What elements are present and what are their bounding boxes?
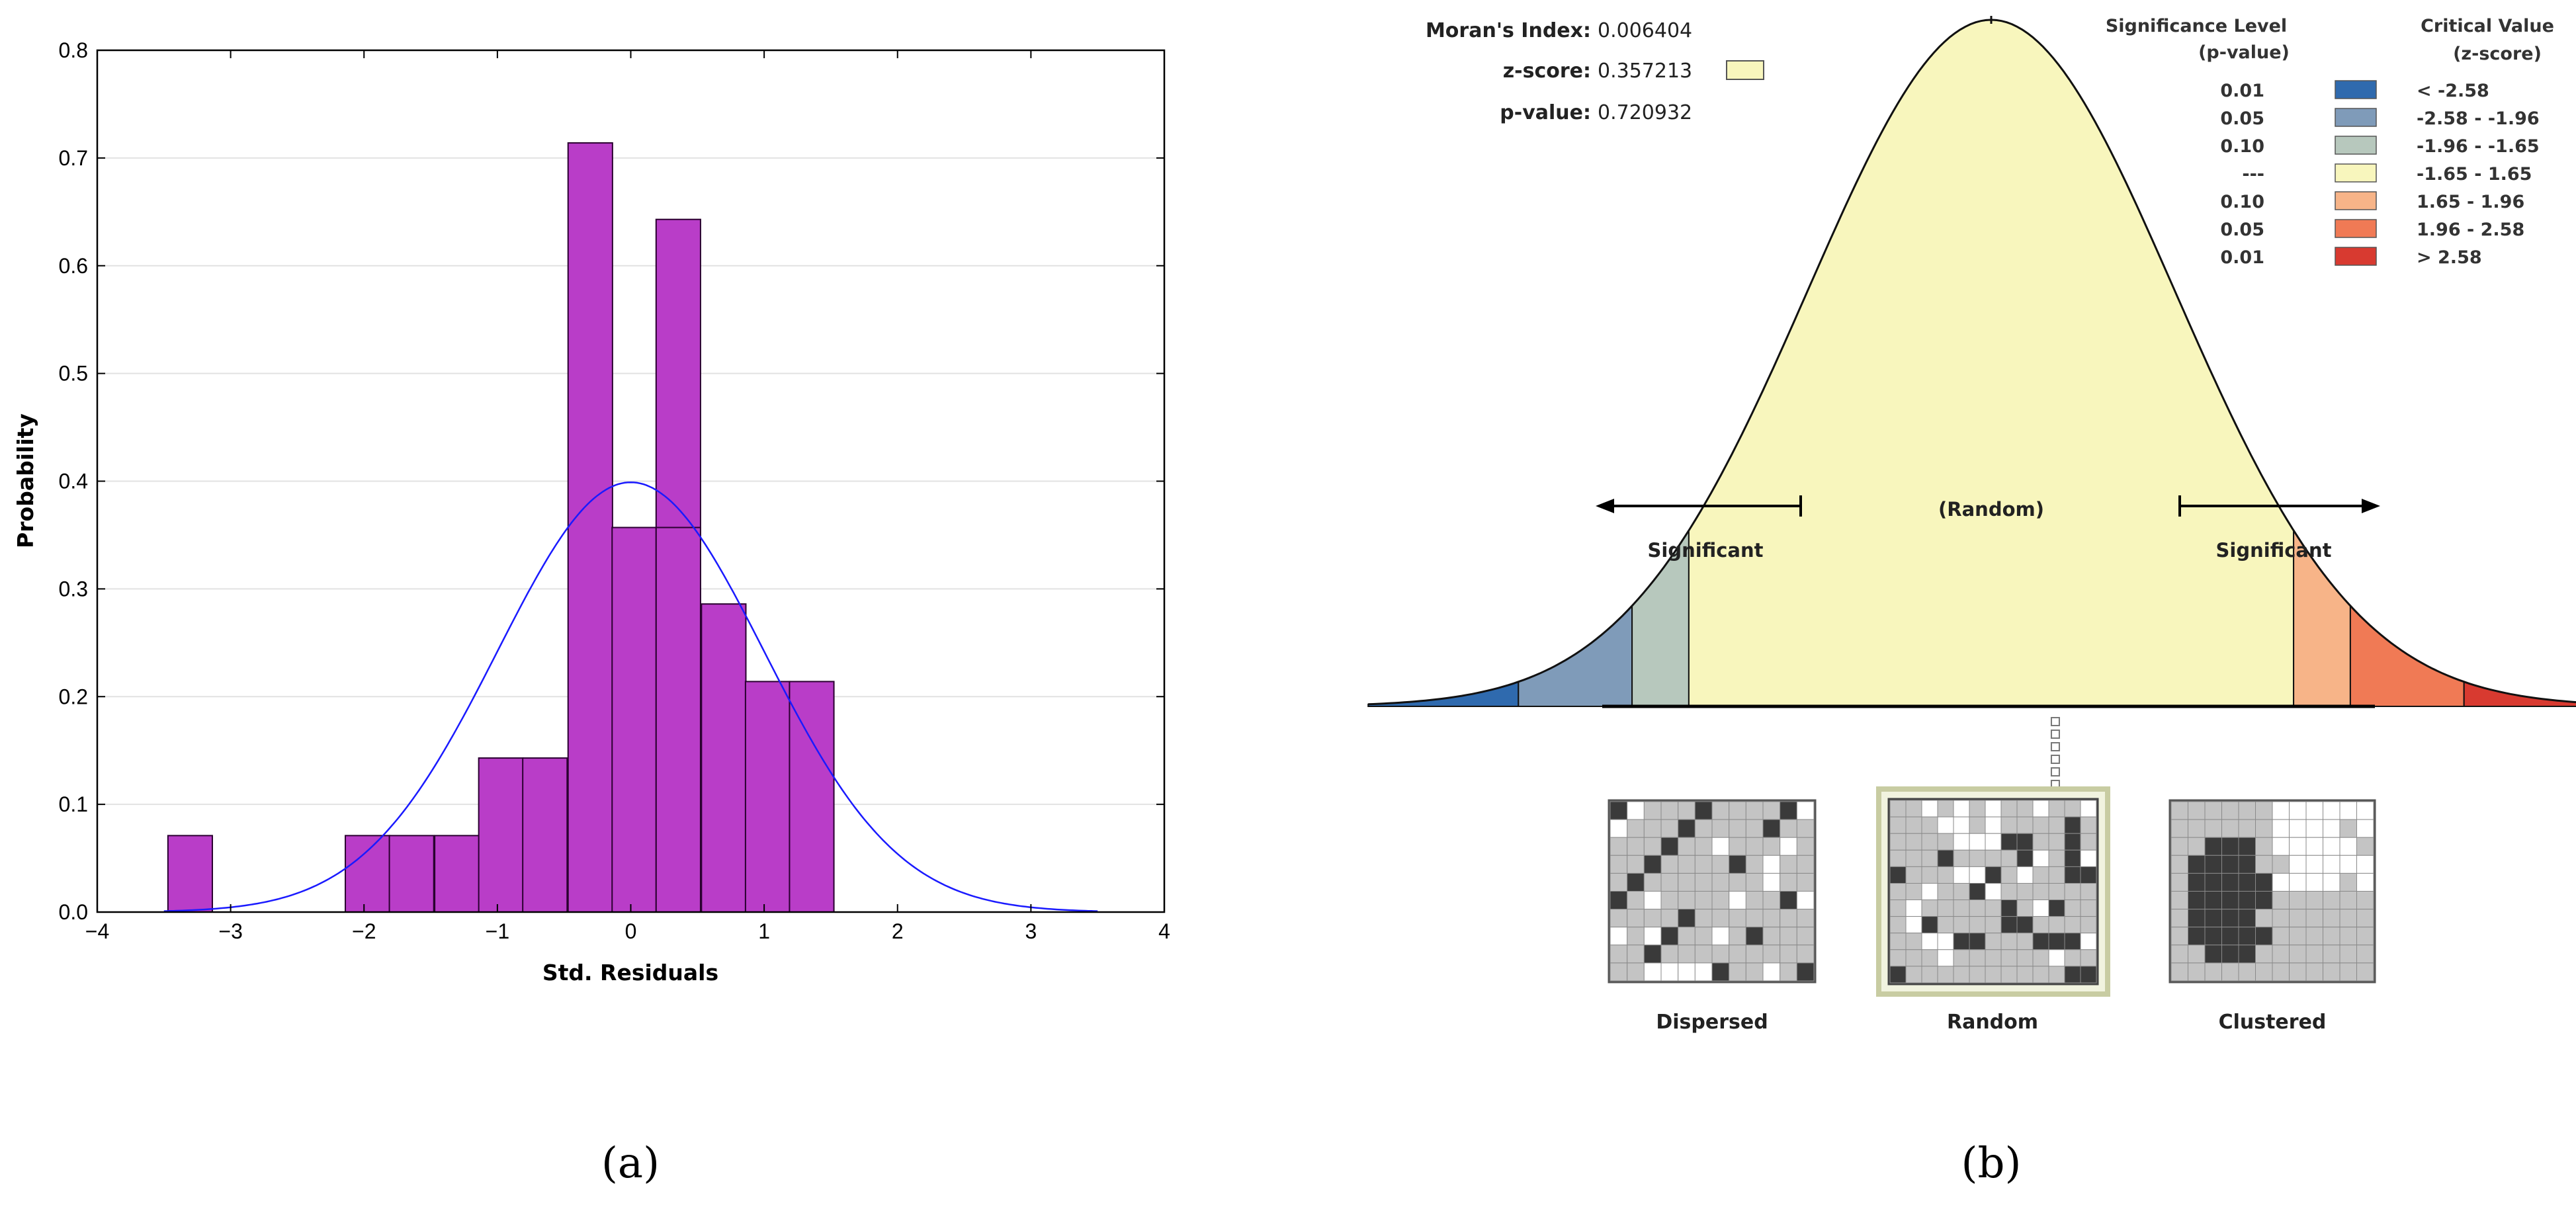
legend-row-zscore: > 2.58 <box>2417 247 2482 268</box>
map-dispersed: Dispersed <box>1608 799 1817 1034</box>
map-random: Random <box>1876 786 2110 1034</box>
legend-row-zscore: 1.96 - 2.58 <box>2417 220 2524 240</box>
legend-row-pvalue: 0.10 <box>2220 136 2264 157</box>
a-y-tick-label: 0.8 <box>59 38 88 62</box>
a-histogram-bar <box>434 835 480 913</box>
legend-row-swatch <box>2335 247 2377 266</box>
legend-row-pvalue: 0.01 <box>2220 247 2264 268</box>
a-y-tick-label: 0.6 <box>59 254 88 278</box>
bell-band <box>1518 604 1633 707</box>
legend-row-swatch <box>2335 136 2377 155</box>
legend-row-swatch <box>2335 219 2377 238</box>
legend-row-zscore: -1.96 - -1.65 <box>2417 136 2540 157</box>
a-x-tick-label: −2 <box>352 919 376 943</box>
zscore-value: 0.357213 <box>1598 60 1692 83</box>
a-histogram-bar <box>388 835 435 913</box>
stats-block: Moran's Index: 0.006404 z-score: 0.35721… <box>1426 19 1764 124</box>
a-histogram-bar <box>567 142 613 913</box>
a-normal-curve <box>163 481 1098 912</box>
pvalue-value: 0.720932 <box>1598 101 1692 124</box>
pvalue-label: p-value: <box>1500 101 1591 124</box>
legend-row-pvalue: --- <box>2242 164 2264 185</box>
a-x-tick-label: 3 <box>1025 919 1037 943</box>
a-histogram-bar <box>522 757 568 913</box>
a-ticks: 0.0 0.1 0.2 0.3 0.4 0.5 0.6 0.7 0.8 −4 −3 −2 −1 0 1 2 3 4 <box>59 38 1170 943</box>
a-histogram-bar <box>789 681 835 913</box>
a-x-tick-label: −1 <box>486 919 509 943</box>
legend-rows: 0.01 < -2.58 0.05 -2.58 - -1.96 0.10 -1.96 - … <box>2220 80 2540 268</box>
a-histogram-bar <box>701 603 747 913</box>
map-label-dispersed: Dispersed <box>1656 1011 1768 1034</box>
map-clustered: Clustered <box>2168 799 2376 1034</box>
map-label-clustered: Clustered <box>2219 1011 2327 1034</box>
legend-row-pvalue: 0.01 <box>2220 81 2264 101</box>
legend-row-zscore: -1.65 - 1.65 <box>2417 164 2532 185</box>
legend-row-zscore: 1.65 - 1.96 <box>2417 192 2524 212</box>
legend-row-zscore: < -2.58 <box>2417 81 2489 101</box>
legend-row-pvalue: 0.05 <box>2220 108 2264 129</box>
morans-index-label: Moran's Index: <box>1426 19 1591 42</box>
legend-row-pvalue: 0.10 <box>2220 192 2264 212</box>
a-y-tick-label: 0.3 <box>59 577 88 601</box>
a-x-tick-label: −4 <box>85 919 109 943</box>
a-histogram-bar <box>478 757 524 913</box>
a-y-tick-label: 0.5 <box>59 362 88 386</box>
legend-header-pvalue: (p-value) <box>2198 42 2290 63</box>
legend-row-swatch <box>2335 163 2377 183</box>
a-x-tick-label: −3 <box>218 919 242 943</box>
a-histogram-bar <box>655 526 701 913</box>
a-bars <box>167 142 835 913</box>
panel-b-morans-i: Moran's Index: 0.006404 z-score: 0.35721… <box>1367 16 2576 1188</box>
morans-index-value: 0.006404 <box>1598 19 1692 42</box>
legend-row-pvalue: 0.05 <box>2220 220 2264 240</box>
a-x-tick-label: 4 <box>1158 919 1170 943</box>
right-arrow <box>2178 495 2380 517</box>
zscore-label: z-score: <box>1503 60 1591 83</box>
legend-row-swatch <box>2335 108 2377 127</box>
a-y-tick-label: 0.7 <box>59 146 88 170</box>
legend-row-swatch <box>2335 80 2377 99</box>
bell-band <box>2349 604 2465 707</box>
caption-a: (a) <box>601 1139 660 1188</box>
caption-b: (b) <box>1961 1139 2022 1188</box>
legend-header-significance: Significance Level <box>2106 16 2287 36</box>
a-x-tick-label: 2 <box>892 919 904 943</box>
panel-a-histogram: 0.0 0.1 0.2 0.3 0.4 0.5 0.6 0.7 0.8 −4 −3 −2 −1 0 1 2 3 4… <box>13 38 1170 1188</box>
random-center-label: (Random) <box>1938 498 2044 521</box>
right-significant-label: Significant <box>2216 539 2332 562</box>
bell-band <box>1688 19 2295 707</box>
a-y-tick-label: 0.4 <box>59 470 88 493</box>
zscore-swatch <box>1726 60 1764 80</box>
a-x-tick-label: 0 <box>625 919 637 943</box>
bell-curve <box>1367 16 2576 707</box>
left-arrow <box>1596 495 1802 517</box>
left-significant-label: Significant <box>1648 539 1764 562</box>
a-histogram-bar <box>744 681 791 913</box>
a-y-axis-label: Probability <box>13 413 38 548</box>
bell-band <box>2463 681 2576 707</box>
legend-row-swatch <box>2335 191 2377 210</box>
a-x-axis-label: Std. Residuals <box>542 960 718 985</box>
a-y-tick-label: 0.1 <box>59 792 88 816</box>
a-histogram-bar <box>611 526 658 913</box>
a-histogram-bar <box>167 835 214 913</box>
significance-legend: Significance Level (p-value) Critical Va… <box>2106 16 2554 268</box>
a-histogram-bar <box>345 835 391 913</box>
legend-header-zscore: (z-score) <box>2453 44 2542 64</box>
a-x-tick-label: 1 <box>758 919 770 943</box>
map-label-random: Random <box>1947 1011 2038 1034</box>
a-y-tick-label: 0.0 <box>59 900 88 924</box>
pattern-maps: Dispersed Random Clustered <box>1608 786 2376 1034</box>
a-y-tick-label: 0.2 <box>59 685 88 708</box>
legend-row-zscore: -2.58 - -1.96 <box>2417 108 2540 129</box>
legend-header-critical: Critical Value <box>2421 16 2554 36</box>
